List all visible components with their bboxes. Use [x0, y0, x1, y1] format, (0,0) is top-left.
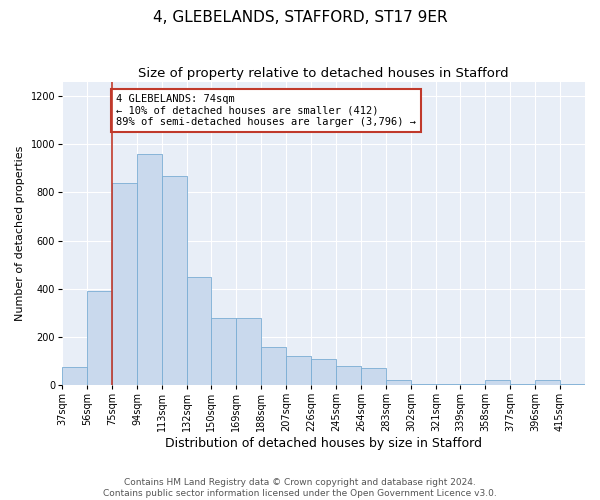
Text: 4 GLEBELANDS: 74sqm
← 10% of detached houses are smaller (412)
89% of semi-detac: 4 GLEBELANDS: 74sqm ← 10% of detached ho… [116, 94, 416, 127]
Bar [62, 367, 87, 385]
Y-axis label: Number of detached properties: Number of detached properties [15, 146, 25, 321]
X-axis label: Distribution of detached houses by size in Stafford: Distribution of detached houses by size … [165, 437, 482, 450]
Bar [510, 384, 535, 385]
Bar [286, 356, 311, 385]
Text: Contains HM Land Registry data © Crown copyright and database right 2024.
Contai: Contains HM Land Registry data © Crown c… [103, 478, 497, 498]
Bar [485, 380, 510, 385]
Bar [137, 154, 162, 385]
Text: 4, GLEBELANDS, STAFFORD, ST17 9ER: 4, GLEBELANDS, STAFFORD, ST17 9ER [152, 10, 448, 25]
Bar [560, 384, 585, 385]
Bar [460, 384, 485, 385]
Bar [386, 380, 411, 385]
Bar [535, 380, 560, 385]
Title: Size of property relative to detached houses in Stafford: Size of property relative to detached ho… [138, 68, 509, 80]
Bar [187, 276, 211, 385]
Bar [236, 318, 261, 385]
Bar [87, 291, 112, 385]
Bar [411, 384, 436, 385]
Bar [261, 346, 286, 385]
Bar [436, 384, 460, 385]
Bar [336, 366, 361, 385]
Bar [112, 183, 137, 385]
Bar [311, 358, 336, 385]
Bar [211, 318, 236, 385]
Bar [361, 368, 386, 385]
Bar [162, 176, 187, 385]
